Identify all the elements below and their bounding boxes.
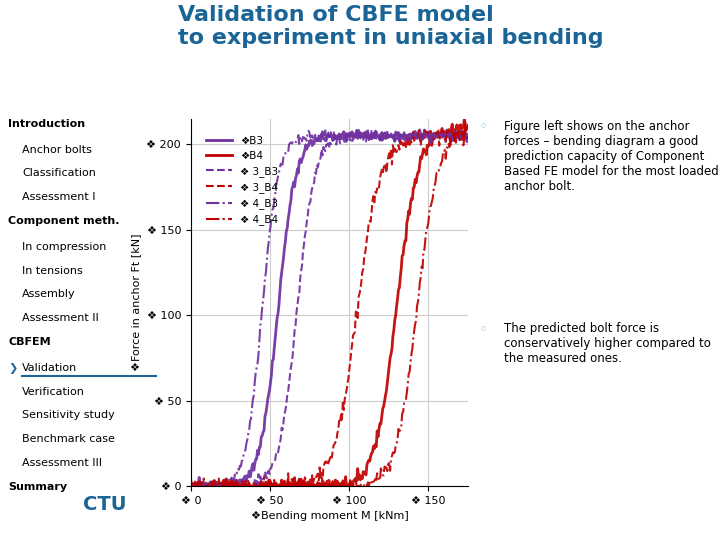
X-axis label: ❖Bending moment M [kNm]: ❖Bending moment M [kNm] bbox=[251, 511, 408, 521]
Text: Anchor bolts: Anchor bolts bbox=[22, 145, 92, 155]
Legend: ❖B3, ❖B4, ❖ 3_B3, ❖ 3_B4, ❖ 4_B3, ❖ 4_B4: ❖B3, ❖B4, ❖ 3_B3, ❖ 3_B4, ❖ 4_B3, ❖ 4_B4 bbox=[202, 131, 282, 230]
Text: In tensions: In tensions bbox=[22, 266, 83, 276]
Y-axis label: ❖Force in anchor Ft [kN]: ❖Force in anchor Ft [kN] bbox=[131, 234, 141, 371]
Text: CTU: CTU bbox=[83, 495, 127, 515]
Text: Figure left shows on the anchor forces – bending diagram a good prediction capac: Figure left shows on the anchor forces –… bbox=[504, 120, 719, 193]
Text: Verification: Verification bbox=[22, 387, 85, 397]
Text: Assessment I: Assessment I bbox=[22, 192, 96, 202]
Text: Component meth.: Component meth. bbox=[9, 216, 120, 226]
Text: Assembly: Assembly bbox=[22, 289, 76, 300]
Text: ◦: ◦ bbox=[479, 120, 488, 134]
Text: Assessment II: Assessment II bbox=[22, 313, 99, 323]
Text: Validation: Validation bbox=[22, 363, 77, 373]
Text: Validation of CBFE model
to experiment in uniaxial bending: Validation of CBFE model to experiment i… bbox=[179, 5, 604, 48]
Text: Sensitivity study: Sensitivity study bbox=[22, 410, 114, 421]
Text: In compression: In compression bbox=[22, 242, 107, 252]
Text: Introduction: Introduction bbox=[9, 119, 86, 129]
Text: ❯: ❯ bbox=[9, 363, 18, 374]
Text: Assessment III: Assessment III bbox=[22, 458, 102, 468]
Text: ◦: ◦ bbox=[479, 322, 488, 337]
Text: Classification: Classification bbox=[22, 168, 96, 179]
Text: CBFEM: CBFEM bbox=[9, 337, 51, 347]
Text: The predicted bolt force is conservatively higher compared to the measured ones.: The predicted bolt force is conservative… bbox=[504, 322, 711, 365]
Text: Summary: Summary bbox=[9, 482, 68, 492]
Text: Benchmark case: Benchmark case bbox=[22, 434, 115, 444]
